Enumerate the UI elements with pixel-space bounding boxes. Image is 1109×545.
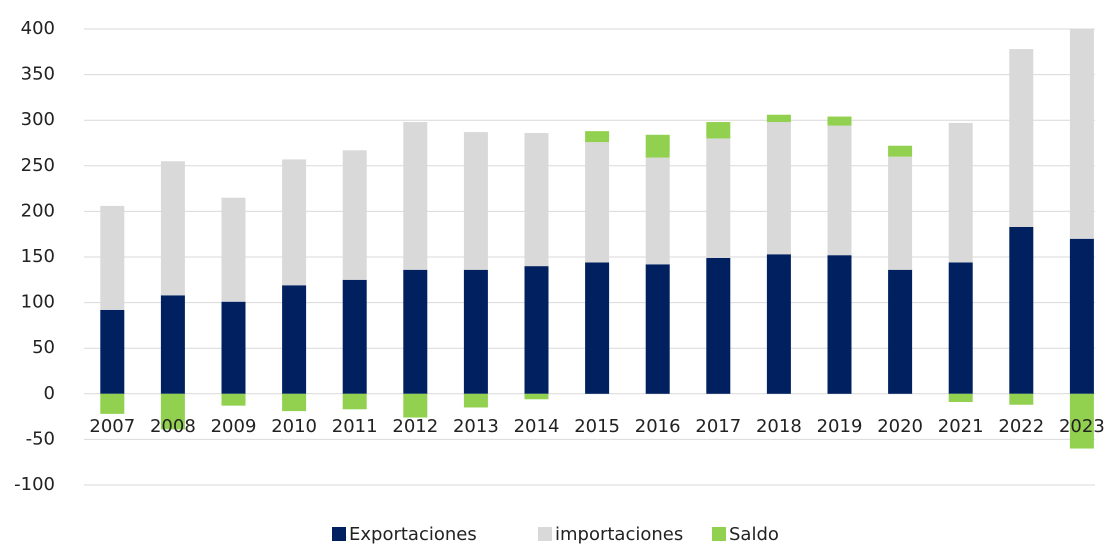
y-tick-label: 250 — [21, 155, 55, 176]
bar-segment — [585, 142, 610, 263]
y-tick-label: -50 — [26, 428, 55, 449]
bar-segment — [827, 255, 852, 394]
bar-segment — [160, 161, 185, 296]
x-tick-label: 2008 — [150, 416, 196, 437]
bar-segment — [1069, 393, 1094, 449]
bar-segment — [221, 301, 246, 394]
x-tick-label: 2016 — [635, 416, 681, 437]
x-tick-label: 2017 — [695, 416, 741, 437]
x-tick-label: 2021 — [938, 416, 984, 437]
bar-segment — [342, 150, 367, 280]
bar-segment — [706, 138, 731, 258]
y-tick-label: 0 — [44, 383, 55, 404]
x-tick-label: 2019 — [817, 416, 863, 437]
bar-segment — [948, 262, 973, 394]
legend-label: importaciones — [555, 524, 683, 545]
bar-segment — [645, 264, 670, 394]
bar-segment — [888, 145, 913, 157]
y-tick-label: 400 — [21, 18, 55, 39]
bar-segment — [160, 393, 185, 430]
bar-segment — [948, 122, 973, 263]
y-tick-label: -100 — [14, 474, 55, 495]
x-tick-label: 2010 — [271, 416, 317, 437]
legend-swatch — [712, 527, 726, 541]
x-tick-label: 2012 — [392, 416, 438, 437]
bar-segment — [403, 393, 428, 418]
x-tick-label: 2014 — [514, 416, 560, 437]
bar-segment — [1009, 49, 1034, 227]
bar-segment — [1069, 29, 1094, 239]
x-tick-label: 2022 — [998, 416, 1044, 437]
y-tick-label: 300 — [21, 109, 55, 130]
bar-segment — [463, 132, 488, 270]
bar-segment — [100, 205, 125, 310]
bar-segment — [766, 114, 791, 123]
bar-segment — [403, 269, 428, 394]
y-tick-label: 350 — [21, 64, 55, 85]
x-tick-label: 2007 — [89, 416, 135, 437]
y-tick-label: 150 — [21, 246, 55, 267]
bar-segment — [160, 295, 185, 394]
bar-segment — [282, 285, 307, 394]
legend-label: Saldo — [729, 524, 779, 545]
bar-segment — [827, 125, 852, 256]
bar-segment — [585, 262, 610, 394]
y-tick-label: 200 — [21, 200, 55, 221]
bar-segment — [1009, 393, 1034, 405]
bar-segment — [282, 393, 307, 412]
bar-segment — [221, 197, 246, 302]
bar-segment — [948, 393, 973, 403]
bar-segment — [1069, 238, 1094, 394]
x-tick-label: 2013 — [453, 416, 499, 437]
legend-label: Exportaciones — [349, 524, 477, 545]
bar-segment — [766, 254, 791, 394]
legend-swatch — [538, 527, 552, 541]
bar-segment — [403, 122, 428, 270]
bar-segment — [100, 393, 125, 414]
bar-segment — [706, 257, 731, 394]
x-tick-label: 2023 — [1059, 416, 1105, 437]
bar-segment — [585, 131, 610, 143]
bar-segment — [827, 116, 852, 126]
x-tick-label: 2009 — [211, 416, 257, 437]
bar-segment — [888, 156, 913, 270]
bar-segment — [524, 132, 549, 267]
bar-segment — [888, 269, 913, 394]
bar-segment — [706, 122, 731, 139]
x-tick-label: 2018 — [756, 416, 802, 437]
x-tick-label: 2020 — [877, 416, 923, 437]
bar-segment — [282, 159, 307, 286]
bar-segment — [1009, 226, 1034, 394]
bar-segment — [221, 393, 246, 406]
legend-swatch — [332, 527, 346, 541]
y-tick-label: 100 — [21, 292, 55, 313]
bar-segment — [463, 269, 488, 394]
bar-segment — [463, 393, 488, 408]
bar-segment — [100, 309, 125, 394]
y-tick-label: 50 — [32, 337, 55, 358]
bar-segment — [524, 266, 549, 394]
x-tick-label: 2011 — [332, 416, 378, 437]
bar-segment — [645, 134, 670, 158]
bar-segment — [342, 279, 367, 394]
bar-segment — [645, 157, 670, 265]
x-tick-label: 2015 — [574, 416, 620, 437]
bar-segment — [766, 122, 791, 255]
bar-segment — [524, 393, 549, 400]
bar-segment — [342, 393, 367, 410]
